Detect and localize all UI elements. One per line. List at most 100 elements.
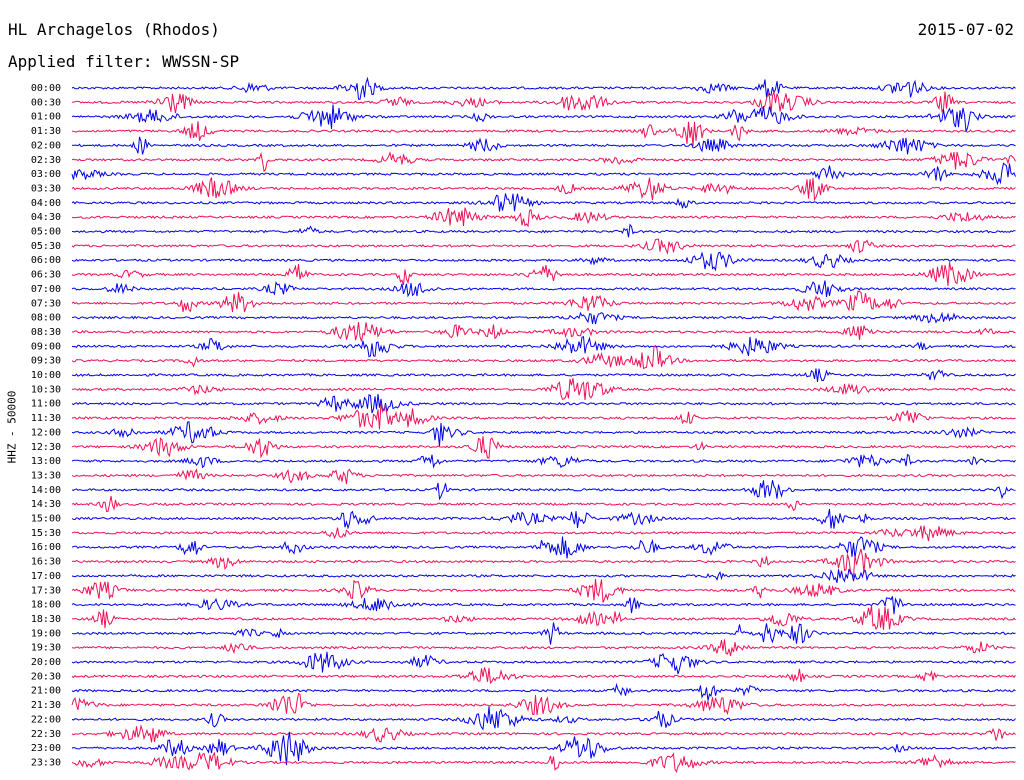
trace-0830 bbox=[71, 321, 1016, 342]
time-tick-label: 15:30 bbox=[31, 528, 61, 539]
trace-0730 bbox=[71, 290, 1016, 313]
trace-0530 bbox=[71, 238, 1016, 255]
trace-1800 bbox=[71, 596, 1016, 615]
trace-1500 bbox=[71, 508, 1016, 530]
trace-1330 bbox=[71, 468, 1016, 485]
trace-0800 bbox=[71, 311, 1016, 325]
time-tick-label: 05:00 bbox=[31, 227, 61, 238]
time-tick-label: 16:30 bbox=[31, 557, 61, 568]
time-tick-label: 22:30 bbox=[31, 729, 61, 740]
time-tick-label: 14:00 bbox=[31, 485, 61, 496]
date-label: 2015-07-02 bbox=[917, 20, 1014, 39]
time-tick-label: 08:00 bbox=[31, 313, 61, 324]
time-tick-label: 02:30 bbox=[31, 155, 61, 166]
trace-1230 bbox=[71, 436, 1016, 459]
time-tick-label: 03:00 bbox=[31, 169, 61, 180]
time-tick-label: 19:00 bbox=[31, 628, 61, 639]
trace-2230 bbox=[71, 724, 1016, 743]
time-tick-label: 13:30 bbox=[31, 470, 61, 481]
trace-0000 bbox=[71, 76, 1016, 100]
time-tick-label: 07:00 bbox=[31, 284, 61, 295]
time-tick-label: 17:30 bbox=[31, 585, 61, 596]
time-tick-label: 20:30 bbox=[31, 671, 61, 682]
time-tick-label: 09:30 bbox=[31, 356, 61, 367]
trace-1400 bbox=[71, 480, 1016, 501]
time-tick-label: 12:00 bbox=[31, 427, 61, 438]
trace-0330 bbox=[71, 177, 1016, 202]
time-tick-label: 09:00 bbox=[31, 341, 61, 352]
time-tick-label: 06:30 bbox=[31, 270, 61, 281]
time-tick-label: 06:00 bbox=[31, 255, 61, 266]
time-tick-label: 00:00 bbox=[31, 83, 61, 94]
time-tick-label: 20:00 bbox=[31, 657, 61, 668]
trace-1900 bbox=[71, 622, 1016, 645]
time-tick-label: 23:30 bbox=[31, 757, 61, 768]
time-tick-label: 01:00 bbox=[31, 112, 61, 123]
trace-0700 bbox=[71, 280, 1016, 298]
trace-1030 bbox=[71, 378, 1016, 401]
trace-1300 bbox=[71, 453, 1016, 469]
time-tick-label: 12:30 bbox=[31, 442, 61, 453]
trace-2200 bbox=[71, 706, 1016, 731]
trace-1730 bbox=[71, 579, 1016, 603]
time-tick-label: 14:30 bbox=[31, 499, 61, 510]
trace-1130 bbox=[71, 403, 1016, 430]
trace-1600 bbox=[71, 536, 1016, 559]
time-tick-label: 22:00 bbox=[31, 714, 61, 725]
time-tick-label: 23:00 bbox=[31, 743, 61, 754]
trace-0100 bbox=[71, 104, 1016, 132]
time-tick-label: 19:30 bbox=[31, 643, 61, 654]
trace-1430 bbox=[71, 495, 1016, 512]
time-tick-label: 10:00 bbox=[31, 370, 61, 381]
trace-2130 bbox=[71, 692, 1016, 716]
station-title: HL Archagelos (Rhodos) bbox=[8, 20, 220, 39]
time-tick-label: 11:30 bbox=[31, 413, 61, 424]
time-tick-label: 07:30 bbox=[31, 298, 61, 309]
time-tick-label: 10:30 bbox=[31, 384, 61, 395]
time-tick-label: 13:00 bbox=[31, 456, 61, 467]
trace-0400 bbox=[71, 193, 1016, 212]
trace-0600 bbox=[71, 251, 1016, 272]
trace-1930 bbox=[71, 639, 1016, 657]
trace-0230 bbox=[71, 150, 1016, 173]
trace-0030 bbox=[71, 90, 1016, 114]
trace-2030 bbox=[71, 667, 1016, 685]
time-tick-label: 21:00 bbox=[31, 686, 61, 697]
time-tick-label: 01:30 bbox=[31, 126, 61, 137]
trace-1630 bbox=[71, 548, 1016, 579]
trace-0500 bbox=[71, 223, 1016, 238]
trace-2100 bbox=[71, 682, 1016, 701]
filter-label: Applied filter: WWSSN-SP bbox=[8, 52, 240, 71]
trace-1700 bbox=[71, 568, 1016, 583]
time-tick-label: 00:30 bbox=[31, 97, 61, 108]
time-tick-label: 18:00 bbox=[31, 600, 61, 611]
time-tick-label: 02:00 bbox=[31, 140, 61, 151]
trace-2300 bbox=[71, 731, 1016, 766]
trace-0630 bbox=[71, 262, 1016, 286]
trace-0300 bbox=[71, 162, 1016, 186]
time-tick-label: 21:30 bbox=[31, 700, 61, 711]
time-tick-label: 04:00 bbox=[31, 198, 61, 209]
trace-1100 bbox=[71, 393, 1016, 414]
trace-0900 bbox=[71, 336, 1016, 358]
time-tick-label: 05:30 bbox=[31, 241, 61, 252]
time-tick-label: 11:00 bbox=[31, 399, 61, 410]
trace-1200 bbox=[71, 421, 1016, 447]
trace-1000 bbox=[71, 368, 1016, 383]
time-tick-label: 04:30 bbox=[31, 212, 61, 223]
trace-1830 bbox=[72, 605, 1016, 631]
trace-0200 bbox=[71, 136, 1016, 155]
trace-0430 bbox=[71, 207, 1016, 228]
trace-0930 bbox=[71, 345, 1016, 370]
time-tick-label: 17:00 bbox=[31, 571, 61, 582]
trace-0130 bbox=[71, 121, 1016, 147]
time-tick-label: 16:00 bbox=[31, 542, 61, 553]
time-tick-label: 08:30 bbox=[31, 327, 61, 338]
time-tick-label: 18:30 bbox=[31, 614, 61, 625]
trace-2000 bbox=[71, 651, 1016, 675]
trace-1530 bbox=[71, 525, 1016, 542]
time-tick-label: 03:30 bbox=[31, 183, 61, 194]
trace-2330 bbox=[71, 751, 1016, 773]
time-tick-label: 15:00 bbox=[31, 514, 61, 525]
